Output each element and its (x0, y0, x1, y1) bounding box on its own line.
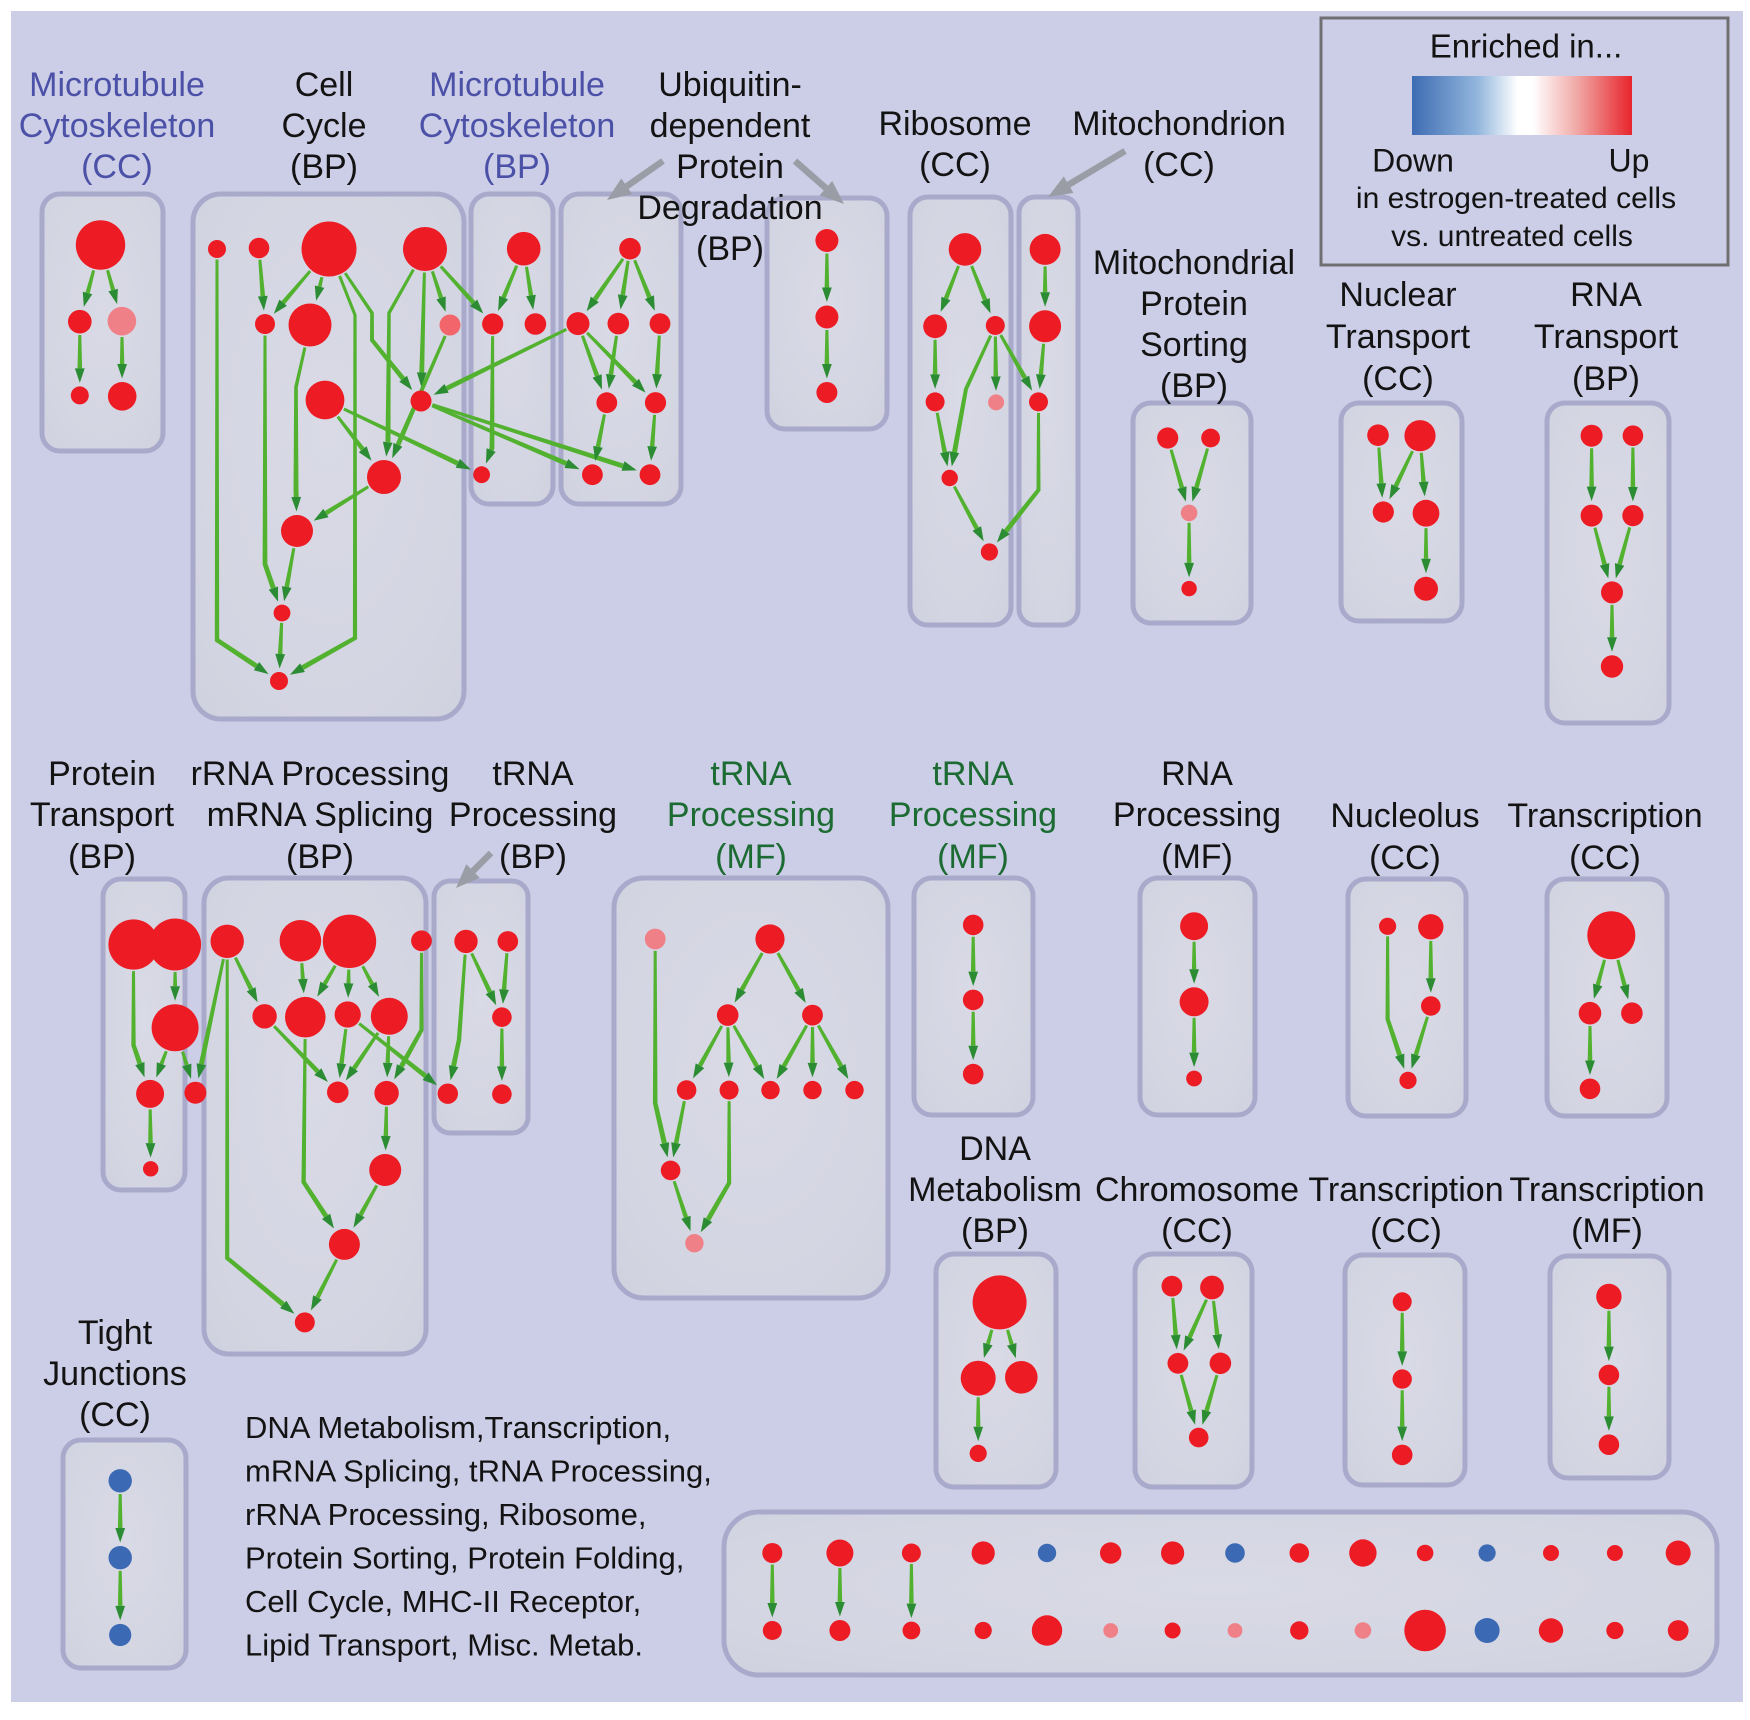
svg-text:mRNA Splicing: mRNA Splicing (207, 796, 434, 834)
svg-text:(BP): (BP) (1572, 360, 1640, 398)
svg-text:Transport: Transport (30, 796, 175, 834)
svg-text:Nucleolus: Nucleolus (1330, 797, 1479, 835)
svg-text:tRNA: tRNA (932, 755, 1014, 793)
svg-text:dependent: dependent (650, 107, 811, 145)
svg-text:DNA: DNA (959, 1130, 1031, 1168)
svg-text:RNA: RNA (1570, 276, 1642, 314)
svg-text:Nuclear: Nuclear (1339, 276, 1456, 314)
svg-text:DNA Metabolism,Transcription,: DNA Metabolism,Transcription, (245, 1410, 671, 1445)
svg-text:Protein: Protein (1140, 285, 1248, 323)
svg-text:Up: Up (1609, 142, 1650, 178)
svg-text:(BP): (BP) (499, 838, 567, 876)
svg-text:(MF): (MF) (1161, 838, 1233, 876)
svg-text:Microtubule: Microtubule (429, 66, 605, 104)
svg-text:(BP): (BP) (286, 838, 354, 876)
svg-text:tRNA: tRNA (710, 755, 792, 793)
svg-text:Transport: Transport (1534, 318, 1679, 356)
svg-text:Processing: Processing (889, 796, 1057, 834)
svg-text:Mitochondrion: Mitochondrion (1072, 105, 1286, 143)
svg-text:rRNA Processing: rRNA Processing (191, 755, 450, 793)
svg-text:Down: Down (1372, 142, 1454, 178)
svg-text:Protein: Protein (676, 148, 784, 186)
svg-text:Junctions: Junctions (43, 1355, 187, 1393)
svg-text:(MF): (MF) (937, 838, 1009, 876)
svg-text:Mitochondrial: Mitochondrial (1093, 244, 1295, 282)
svg-text:(BP): (BP) (961, 1212, 1029, 1250)
svg-text:Transport: Transport (1326, 318, 1471, 356)
svg-text:vs. untreated cells: vs. untreated cells (1391, 220, 1633, 253)
svg-text:Protein: Protein (48, 755, 156, 793)
svg-text:Processing: Processing (449, 796, 617, 834)
svg-text:Cycle: Cycle (281, 107, 366, 145)
svg-text:(BP): (BP) (696, 230, 764, 268)
svg-text:Transcription: Transcription (1308, 1171, 1503, 1209)
svg-text:Cell: Cell (295, 66, 354, 104)
svg-text:rRNA Processing, Ribosome,: rRNA Processing, Ribosome, (245, 1497, 646, 1532)
svg-text:in estrogen-treated cells: in estrogen-treated cells (1356, 182, 1676, 215)
svg-text:(CC): (CC) (1161, 1212, 1233, 1250)
svg-text:Protein Sorting, Protein Foldi: Protein Sorting, Protein Folding, (245, 1541, 684, 1576)
svg-text:Chromosome: Chromosome (1095, 1171, 1299, 1209)
svg-text:Sorting: Sorting (1140, 326, 1248, 364)
svg-text:(CC): (CC) (1370, 1212, 1442, 1250)
svg-text:(CC): (CC) (1362, 360, 1434, 398)
svg-text:Processing: Processing (667, 796, 835, 834)
svg-text:Ribosome: Ribosome (878, 105, 1031, 143)
svg-text:Transcription: Transcription (1509, 1171, 1704, 1209)
svg-text:(CC): (CC) (1369, 839, 1441, 877)
svg-text:RNA: RNA (1161, 755, 1233, 793)
svg-text:Microtubule: Microtubule (29, 66, 205, 104)
svg-text:(BP): (BP) (483, 148, 551, 186)
svg-text:(BP): (BP) (68, 838, 136, 876)
svg-text:Cytoskeleton: Cytoskeleton (19, 107, 216, 145)
svg-text:Lipid Transport, Misc. Metab.: Lipid Transport, Misc. Metab. (245, 1628, 643, 1663)
svg-text:(CC): (CC) (1143, 146, 1215, 184)
svg-text:Tight: Tight (78, 1314, 153, 1352)
svg-text:(CC): (CC) (79, 1396, 151, 1434)
svg-text:(MF): (MF) (715, 838, 787, 876)
svg-text:Enriched in...: Enriched in... (1430, 28, 1623, 65)
svg-text:Cytoskeleton: Cytoskeleton (419, 107, 616, 145)
svg-text:Degradation: Degradation (637, 189, 822, 227)
svg-text:Cell Cycle, MHC-II Receptor,: Cell Cycle, MHC-II Receptor, (245, 1584, 641, 1619)
svg-text:(BP): (BP) (1160, 367, 1228, 405)
svg-text:(CC): (CC) (1569, 839, 1641, 877)
svg-text:tRNA: tRNA (492, 755, 574, 793)
svg-text:(CC): (CC) (919, 146, 991, 184)
svg-text:Processing: Processing (1113, 796, 1281, 834)
svg-text:Transcription: Transcription (1507, 797, 1702, 835)
svg-text:Ubiquitin-: Ubiquitin- (658, 66, 802, 104)
svg-text:(CC): (CC) (81, 148, 153, 186)
svg-text:(MF): (MF) (1571, 1212, 1643, 1250)
svg-text:mRNA Splicing, tRNA Processing: mRNA Splicing, tRNA Processing, (245, 1454, 712, 1489)
svg-text:(BP): (BP) (290, 148, 358, 186)
svg-text:Metabolism: Metabolism (908, 1171, 1082, 1209)
